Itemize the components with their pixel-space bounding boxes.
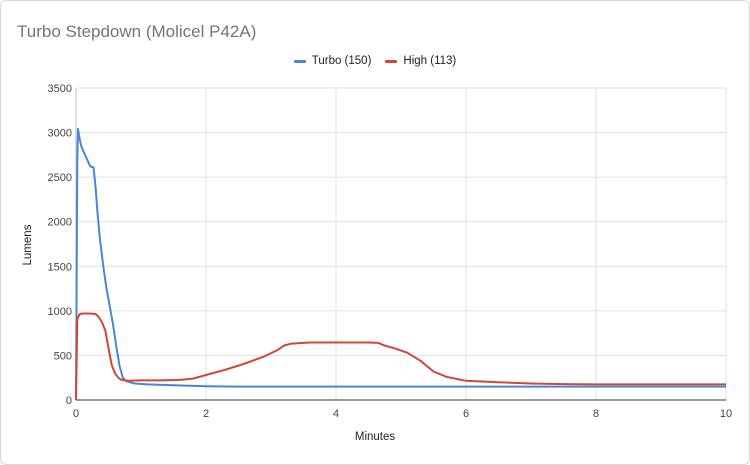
series-line-turbo: [75, 128, 726, 401]
x-tick-label: 4: [333, 408, 339, 420]
chart-title: Turbo Stepdown (Molicel P42A): [17, 22, 257, 41]
y-tick-label: 500: [54, 350, 72, 362]
x-tick-label: 6: [463, 408, 469, 420]
series-line-high: [75, 312, 726, 401]
y-tick-label: 2500: [48, 172, 72, 184]
x-tick-label: 10: [720, 408, 732, 420]
x-tick-label: 8: [593, 408, 599, 420]
legend-swatch-high: [385, 59, 398, 63]
y-tick-label: 3000: [48, 128, 72, 140]
chart-legend: Turbo (150) High (113): [0, 55, 750, 67]
legend-label-high: High (113): [403, 55, 457, 67]
y-tick-label: 1000: [48, 306, 72, 318]
x-tick-label: 2: [203, 408, 209, 420]
x-tick-label: 0: [73, 408, 79, 420]
y-tick-label: 0: [66, 395, 72, 407]
legend-swatch-turbo: [293, 59, 306, 63]
y-tick-label: 1500: [48, 261, 72, 273]
y-tick-label: 3500: [48, 83, 72, 95]
legend-label-turbo: Turbo (150): [311, 55, 372, 67]
legend-item-turbo: Turbo (150): [293, 55, 372, 67]
legend-item-high: High (113): [385, 55, 456, 67]
y-tick-label: 2000: [48, 217, 72, 229]
x-axis-label: Minutes: [354, 431, 396, 443]
